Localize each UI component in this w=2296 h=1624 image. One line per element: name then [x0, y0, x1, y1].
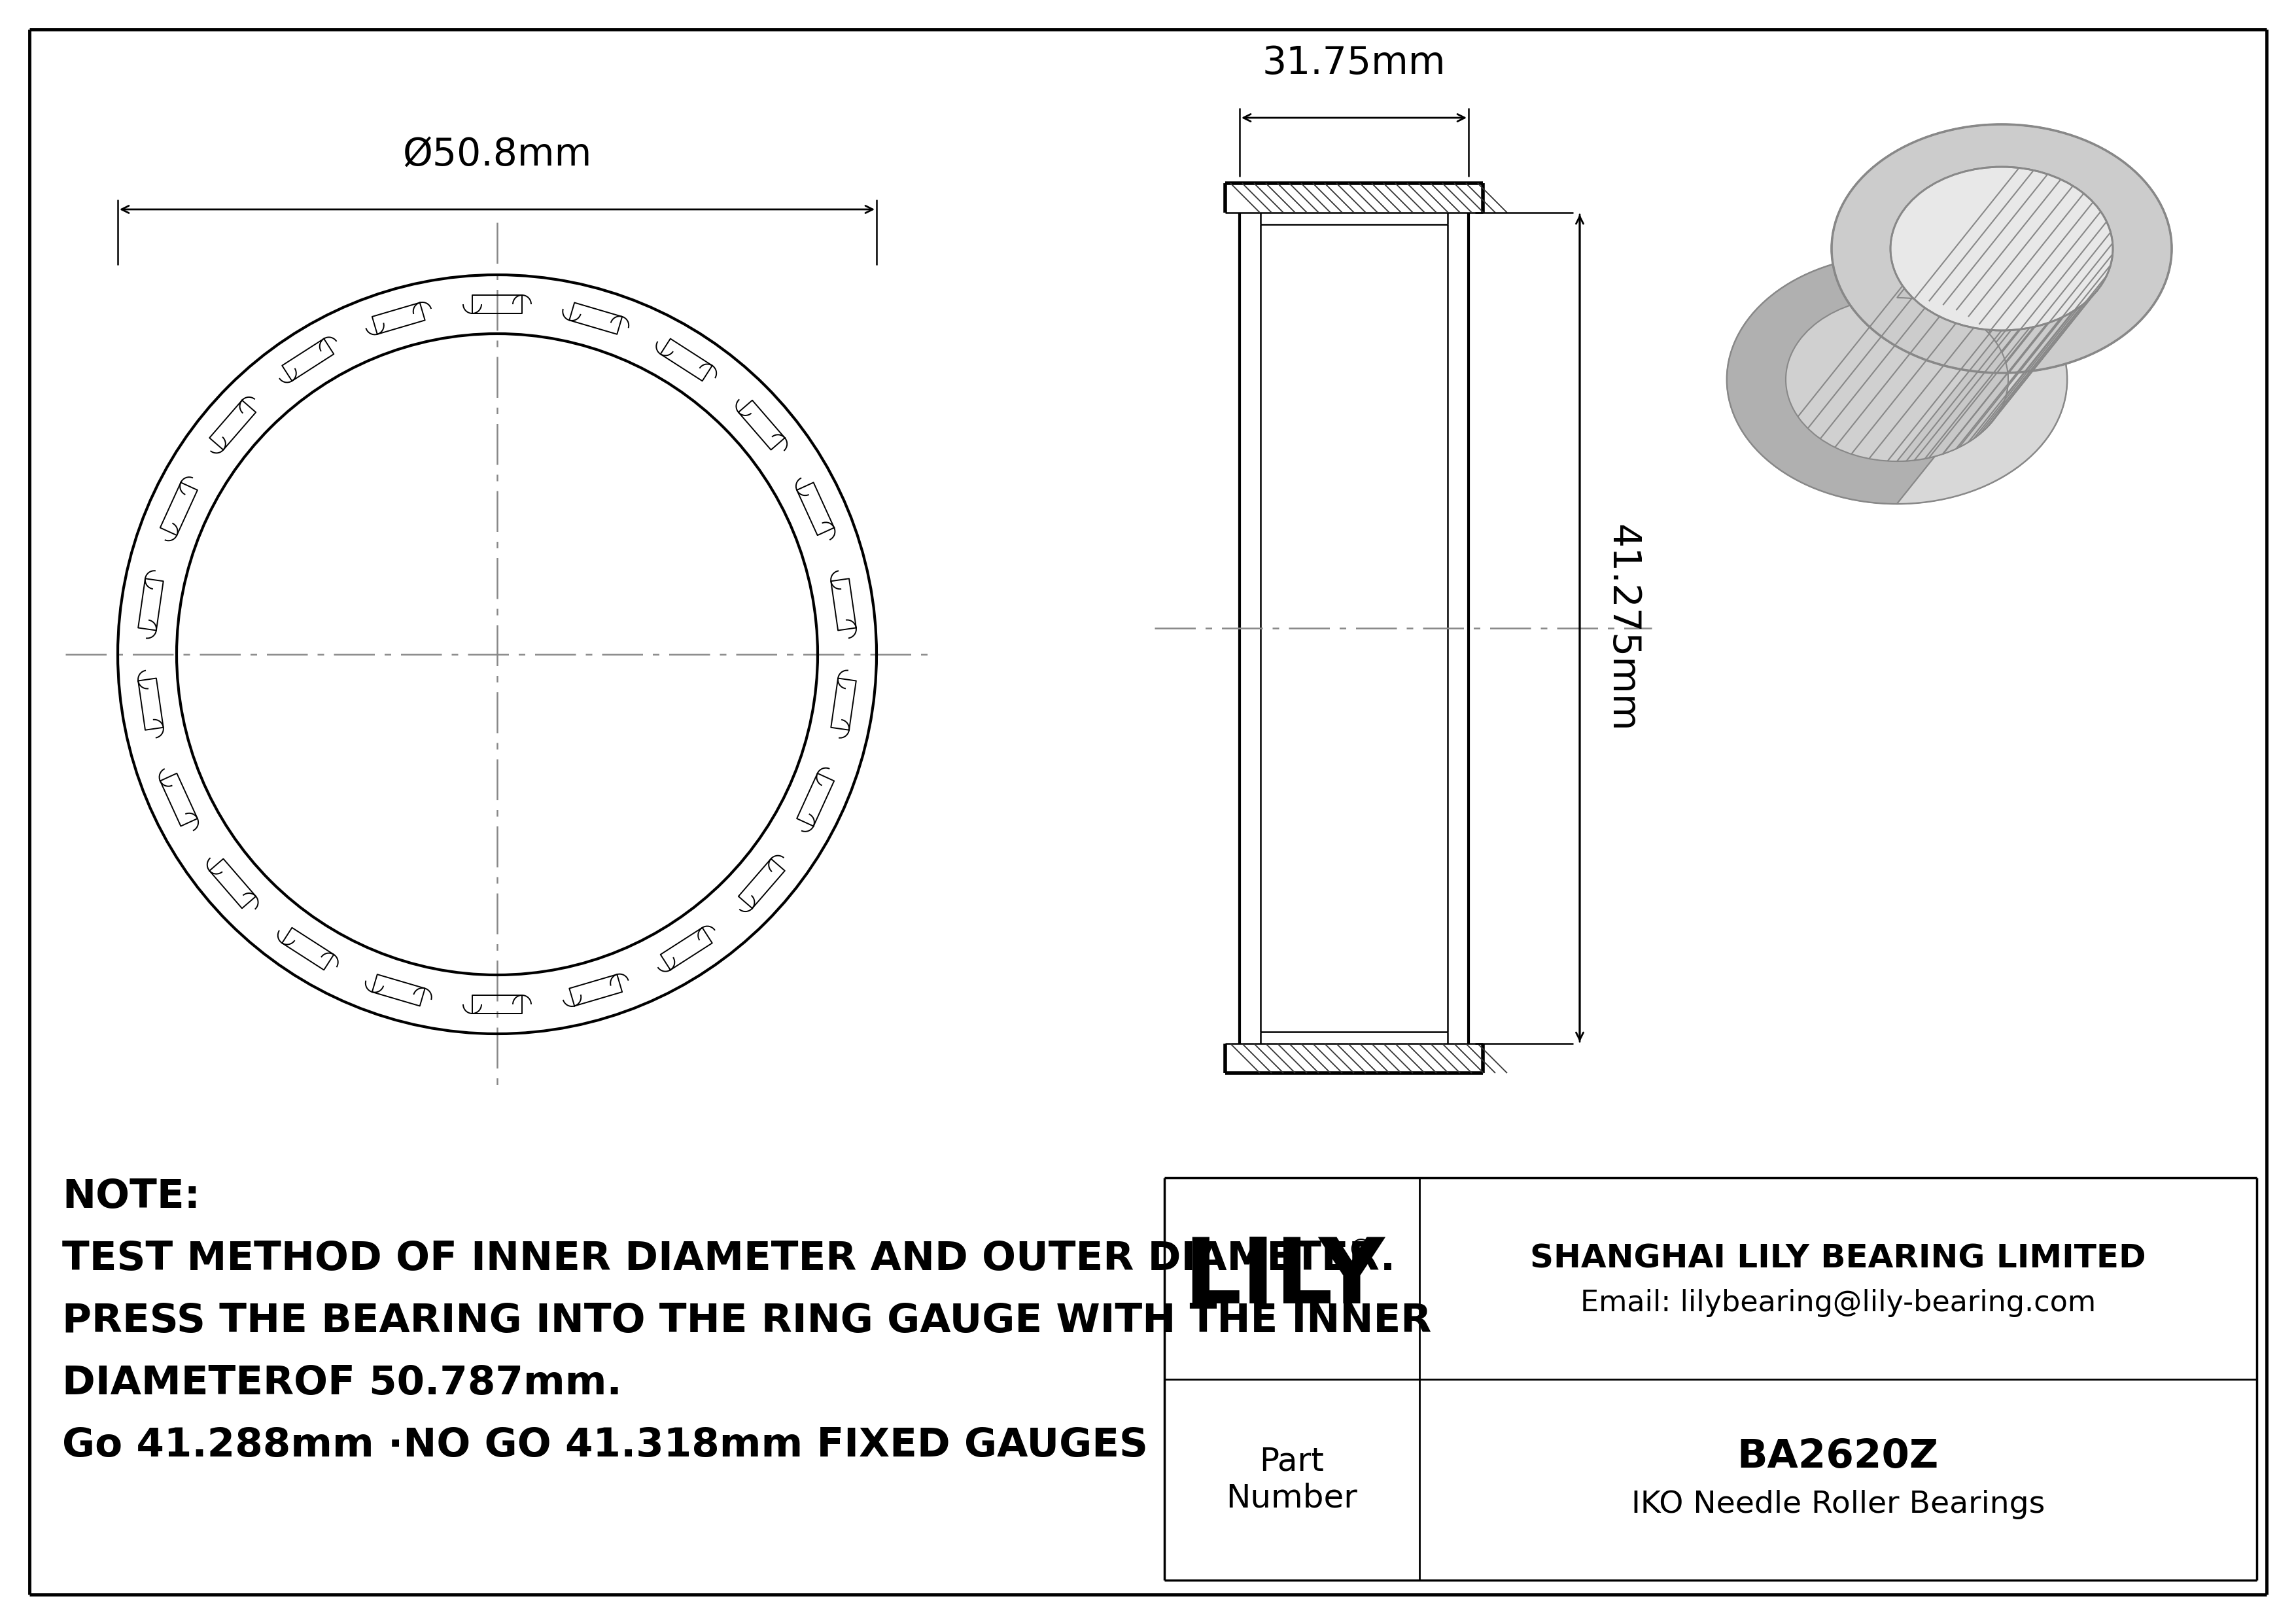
Text: 31.75mm: 31.75mm [1263, 44, 1446, 81]
Text: ®: ® [1348, 1237, 1375, 1265]
Polygon shape [1896, 167, 2112, 461]
Text: PRESS THE BEARING INTO THE RING GAUGE WITH THE INNER: PRESS THE BEARING INTO THE RING GAUGE WI… [62, 1302, 1430, 1341]
Polygon shape [1896, 125, 2172, 503]
Text: Part
Number: Part Number [1226, 1445, 1357, 1514]
Polygon shape [1727, 125, 2002, 503]
Text: TEST METHOD OF INNER DIAMETER AND OUTER DIAMETER.: TEST METHOD OF INNER DIAMETER AND OUTER … [62, 1239, 1396, 1278]
Text: Go 41.288mm ·NO GO 41.318mm FIXED GAUGES: Go 41.288mm ·NO GO 41.318mm FIXED GAUGES [62, 1426, 1148, 1465]
Text: Email: lilybearing@lily-bearing.com: Email: lilybearing@lily-bearing.com [1580, 1289, 2096, 1317]
Text: DIAMETEROF 50.787mm.: DIAMETEROF 50.787mm. [62, 1364, 622, 1403]
Text: BA2620Z: BA2620Z [1738, 1437, 1938, 1476]
Ellipse shape [1786, 297, 2009, 461]
Text: IKO Needle Roller Bearings: IKO Needle Roller Bearings [1632, 1489, 2046, 1518]
Text: LILY: LILY [1182, 1234, 1384, 1322]
Ellipse shape [1890, 167, 2112, 330]
Ellipse shape [1727, 255, 2066, 503]
Text: 41.275mm: 41.275mm [1603, 525, 1642, 732]
Text: NOTE:: NOTE: [62, 1177, 200, 1216]
Text: SHANGHAI LILY BEARING LIMITED: SHANGHAI LILY BEARING LIMITED [1529, 1242, 2147, 1275]
Ellipse shape [1832, 125, 2172, 374]
Text: Ø50.8mm: Ø50.8mm [402, 136, 592, 174]
